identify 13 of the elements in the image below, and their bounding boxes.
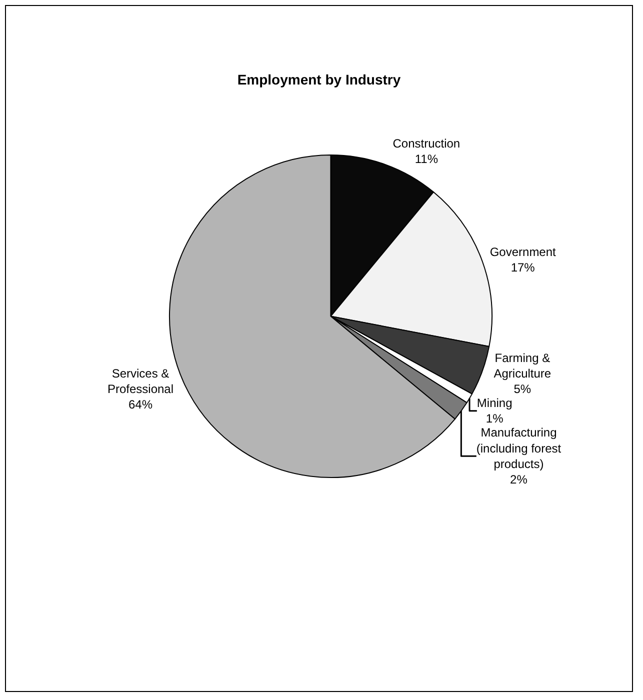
data-label: 1% [486, 412, 504, 426]
slice-label: Services & Professional [107, 366, 174, 396]
data-label: 11% [414, 152, 438, 166]
slice-label: Government [490, 245, 557, 260]
data-label: 64% [128, 398, 153, 412]
slice-label: Mining [476, 396, 512, 410]
data-label: 2% [510, 472, 528, 486]
chart-title: Employment by Industry [237, 71, 401, 88]
slice-label: Farming & Agriculture [494, 350, 552, 380]
data-label: 17% [510, 260, 536, 275]
slice-label: Manufacturing (including forest products) [476, 426, 562, 471]
slice-label: Construction [392, 136, 460, 151]
data-label: 5% [514, 382, 532, 396]
